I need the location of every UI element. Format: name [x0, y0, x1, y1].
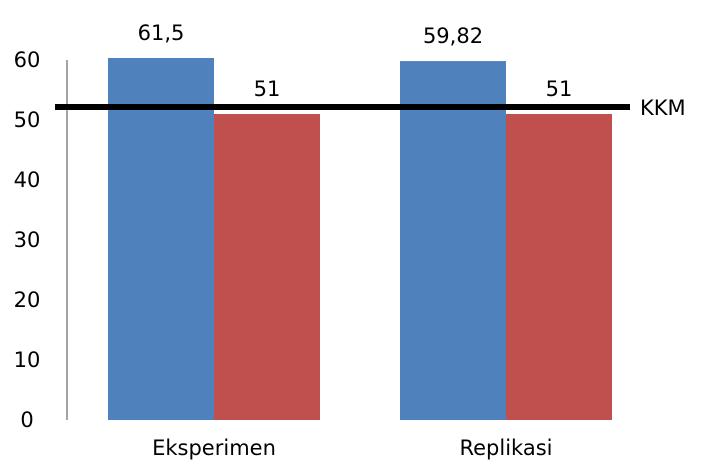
bar-replikasi-series-1 — [400, 61, 506, 421]
data-label: 51 — [546, 77, 573, 101]
bar-eksperimen-series-1 — [108, 58, 214, 420]
y-tick-label: 20 — [14, 288, 41, 312]
y-tick-labels: 0 10 20 30 40 50 60 — [14, 48, 41, 432]
category-label: Eksperimen — [152, 436, 276, 460]
category-label: Replikasi — [459, 436, 552, 460]
y-tick-label: 30 — [14, 228, 41, 252]
data-label: 51 — [254, 77, 281, 101]
kkm-reference-label: KKM — [640, 96, 686, 120]
bar-replikasi-series-2 — [506, 114, 612, 420]
y-tick-label: 10 — [14, 348, 41, 372]
y-tick-label: 40 — [14, 168, 41, 192]
data-label: 59,82 — [423, 24, 483, 48]
category-labels: Eksperimen Replikasi — [152, 436, 552, 460]
data-label: 61,5 — [138, 21, 185, 45]
y-tick-label: 0 — [20, 408, 33, 432]
y-tick-label: 60 — [14, 48, 41, 72]
bar-eksperimen-series-2 — [214, 114, 320, 420]
bars-layer — [108, 58, 612, 421]
data-labels: 61,5 59,82 51 51 — [138, 21, 573, 101]
y-tick-label: 50 — [14, 108, 41, 132]
